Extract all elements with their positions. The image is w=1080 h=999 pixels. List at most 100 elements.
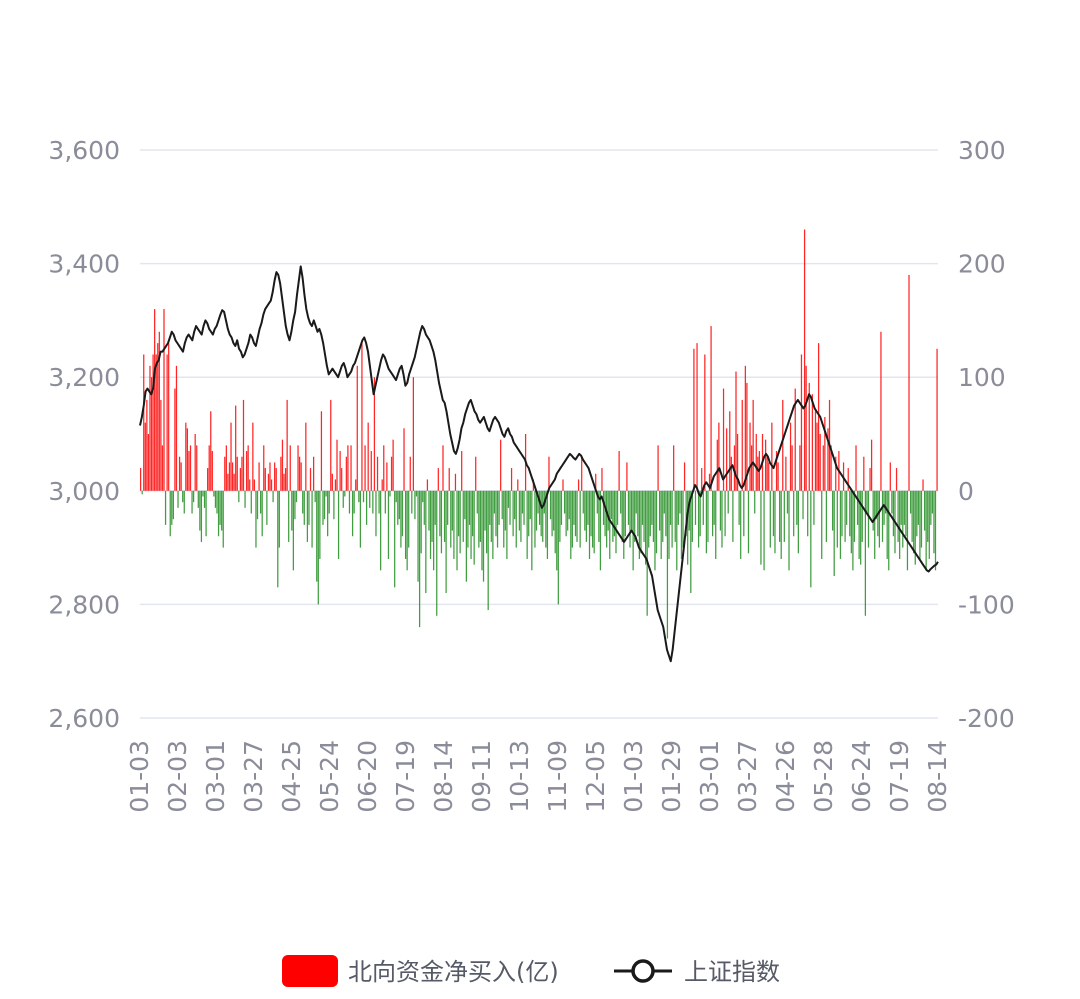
bar: [696, 343, 698, 491]
right-tick-label: -100: [958, 590, 1015, 619]
bar: [227, 473, 229, 491]
bar: [791, 445, 793, 491]
bar: [676, 490, 678, 571]
legend-item-index[interactable]: 上证指数: [614, 958, 780, 986]
bar: [161, 445, 164, 491]
bar: [682, 490, 684, 548]
bar: [172, 490, 174, 520]
right-tick-label: 200: [958, 250, 1006, 279]
bar: [518, 490, 520, 531]
bar: [674, 490, 676, 542]
bar: [341, 468, 343, 491]
bar: [847, 468, 849, 491]
bar: [521, 490, 524, 514]
bar: [140, 468, 142, 491]
bar: [314, 490, 316, 503]
bar: [914, 490, 916, 565]
bar: [406, 490, 408, 571]
bar: [231, 462, 234, 491]
legend-index-circle-icon: [631, 959, 655, 983]
bar: [694, 490, 697, 525]
bar: [772, 490, 775, 537]
bar: [336, 439, 338, 491]
bar: [669, 490, 672, 525]
x-tick-label: 02-03: [163, 740, 192, 813]
bar: [646, 490, 648, 616]
bar: [916, 490, 918, 537]
bar: [415, 490, 418, 497]
bar: [250, 490, 252, 514]
bar: [323, 490, 326, 520]
bar: [440, 490, 443, 554]
legend-item-net-buy[interactable]: 北向资金净买入(亿): [282, 955, 559, 987]
bar: [487, 490, 489, 611]
x-tick-label: 06-20: [353, 740, 382, 813]
bar: [264, 468, 266, 491]
bar: [835, 456, 837, 491]
bar: [593, 490, 595, 554]
bar: [442, 445, 444, 491]
bar: [359, 490, 362, 548]
bar: [562, 479, 564, 491]
bar: [358, 490, 360, 503]
bar: [610, 490, 612, 520]
bar: [356, 365, 358, 491]
bar: [881, 490, 884, 542]
bar: [934, 490, 937, 571]
bar: [716, 439, 718, 491]
x-tick-label: 10-13: [505, 740, 534, 813]
bar: [607, 490, 609, 531]
bar: [225, 445, 227, 491]
bar: [827, 428, 829, 491]
bar: [609, 490, 611, 559]
x-tick-label: 06-24: [847, 740, 876, 813]
right-tick-label: -200: [958, 704, 1015, 733]
bar: [860, 490, 862, 565]
bar: [796, 490, 798, 525]
bar: [414, 490, 416, 520]
bar: [150, 377, 153, 491]
bar: [501, 490, 503, 520]
bar: [199, 490, 201, 531]
bar: [760, 490, 762, 565]
bar: [699, 490, 701, 537]
bar: [270, 479, 273, 491]
bar: [422, 490, 424, 503]
bar: [418, 490, 421, 628]
left-axis-ticks: 2,600 2,800 3,000 3,200 3,400 3,600: [48, 136, 120, 733]
bar: [557, 490, 559, 605]
bar: [712, 490, 714, 537]
x-tick-label: 07-19: [885, 740, 914, 813]
bar: [200, 490, 203, 542]
bar: [266, 490, 268, 525]
bar: [152, 354, 154, 491]
bar: [602, 490, 605, 525]
bar: [824, 416, 826, 491]
bar: [715, 490, 717, 559]
bar: [408, 490, 410, 548]
bar: [185, 422, 187, 491]
bar: [390, 456, 393, 491]
bar: [450, 490, 452, 548]
bar: [486, 490, 488, 554]
bar: [648, 490, 650, 548]
bar: [673, 445, 675, 491]
bar: [309, 468, 312, 491]
bar: [300, 462, 302, 491]
bar: [328, 490, 330, 514]
bar: [169, 490, 171, 537]
bar: [423, 490, 425, 525]
bar: [174, 388, 176, 491]
bar: [507, 490, 510, 508]
bar: [627, 490, 630, 525]
bar: [147, 434, 150, 491]
bar: [755, 434, 757, 491]
bar: [216, 490, 218, 514]
bar: [364, 445, 366, 491]
bar: [192, 490, 195, 503]
bar: [384, 490, 386, 514]
x-tick-label: 09-11: [467, 740, 496, 813]
bar: [724, 490, 726, 537]
bar: [690, 490, 692, 594]
bar: [911, 490, 913, 542]
